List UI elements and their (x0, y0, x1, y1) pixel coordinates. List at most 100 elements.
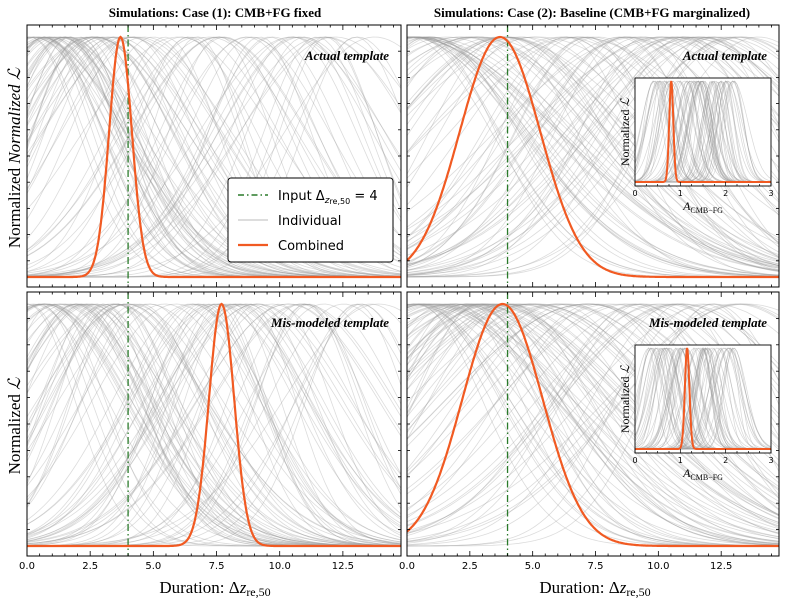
panel-bottom-left: 0.0 2.5 5.0 7.5 10.0 12.5 Mis-modeled template (19, 291, 402, 572)
y-axis-label-top-symbol: Normalized ℒ (5, 67, 24, 165)
individual-curve (407, 36, 779, 249)
individual-curve (407, 36, 779, 266)
individual-curve (407, 303, 779, 534)
individual-curve (27, 36, 401, 277)
individual-curve (27, 303, 401, 546)
individual-curve (407, 303, 779, 519)
individual-curve (27, 36, 401, 276)
individual-curve (407, 36, 779, 267)
combined-curve (27, 35, 401, 279)
individual-curve (27, 303, 401, 542)
x-axis-label-right: Duration: Δzre,50 (539, 578, 650, 599)
individual-curve (407, 36, 779, 245)
individual-curve (407, 303, 779, 546)
individual-curve (27, 303, 401, 525)
inset-x-tick-label: 3 (768, 456, 773, 465)
inset-x-tick-label: 2 (723, 456, 728, 465)
inset-background (635, 345, 771, 453)
individual-curve (27, 36, 401, 278)
individual-curve (407, 303, 779, 546)
panel-top-left: Actual template Input Δzre,50 = 4 Individu… (26, 24, 402, 288)
inset-x-label: ACMB−FG (682, 199, 723, 215)
inset-x-tick-label: 0 (632, 456, 637, 465)
individual-curve (27, 303, 401, 547)
panel-annotation: Mis-modeled template (270, 315, 389, 330)
x-axis-label-left: Duration: Δzre,50 (159, 578, 270, 599)
individual-curve (27, 303, 401, 542)
legend-label: Combined (278, 239, 344, 254)
individual-curve (407, 36, 779, 265)
individual-curve (27, 303, 401, 546)
individual-curve (407, 36, 779, 276)
individual-curve (407, 303, 779, 534)
individual-curve (407, 36, 779, 278)
individual-curve (27, 303, 401, 547)
individual-curve (407, 36, 779, 278)
individual-curve (27, 303, 401, 543)
individual-curve (27, 36, 401, 277)
individual-curve (27, 303, 401, 541)
individual-curve (27, 303, 401, 545)
individual-curve (407, 36, 779, 269)
individual-curve (27, 303, 401, 547)
individual-curve (407, 303, 779, 545)
individual-curve (27, 36, 401, 277)
individual-curve (407, 36, 779, 276)
individual-curve (407, 36, 779, 276)
individual-curve (407, 303, 779, 533)
panel-annotation: Actual template (304, 48, 389, 63)
individual-curve (407, 303, 779, 517)
legend-label: Individual (278, 214, 341, 229)
x-tick-label: 10.0 (647, 561, 669, 572)
individual-curve (407, 36, 779, 266)
individual-curve (27, 36, 401, 275)
individual-curve (407, 303, 779, 527)
x-tick-label: 5.0 (145, 561, 161, 572)
inset-x-label: ACMB−FG (682, 466, 723, 482)
individual-curve (407, 36, 779, 251)
individual-curve (27, 303, 401, 541)
individual-curve (407, 36, 779, 271)
individual-curve (407, 36, 779, 261)
individual-curve (407, 303, 779, 524)
panel-top-right: Actual template 0 1 2 3 ACMB−FG Normalized ℒ (406, 24, 780, 288)
individual-curve (407, 303, 779, 538)
individual-curve (27, 303, 401, 546)
individual-curve (27, 303, 401, 544)
individual-curve (27, 303, 401, 545)
individual-curve (27, 303, 401, 546)
individual-curve (407, 303, 779, 516)
individual-curve (407, 303, 779, 539)
plot-area (407, 292, 779, 556)
individual-curve (407, 36, 779, 273)
individual-curve (407, 303, 779, 516)
inset-combined-curve (635, 347, 771, 450)
individual-curve (407, 303, 779, 547)
individual-curve (27, 36, 401, 277)
individual-curve (407, 36, 779, 268)
individual-curve (407, 36, 779, 241)
panel-annotation: Mis-modeled template (648, 315, 767, 330)
x-tick-label: 5.0 (525, 561, 541, 572)
x-tick-label: 12.5 (332, 561, 354, 572)
individual-curve (407, 36, 779, 277)
y-axis-label-top: Normalized Normalized ℒ (5, 67, 24, 248)
individual-curve (27, 36, 401, 277)
individual-curve (27, 36, 401, 277)
individual-curve (407, 36, 779, 278)
individual-curve (407, 36, 779, 275)
individual-curve (27, 303, 401, 545)
individual-curve (407, 36, 779, 268)
individual-curve (407, 36, 779, 277)
individual-curve (407, 36, 779, 266)
individual-curve (407, 36, 779, 239)
individual-curve (27, 36, 401, 278)
individual-curve (407, 303, 779, 546)
individual-curve (27, 36, 401, 278)
individual-curve (407, 36, 779, 258)
inset-plot: 0 1 2 3 ACMB−FG Normalized ℒ (618, 344, 774, 482)
individual-curve (407, 303, 779, 498)
individual-curve (27, 303, 401, 540)
inset-x-tick-label: 1 (678, 456, 683, 465)
